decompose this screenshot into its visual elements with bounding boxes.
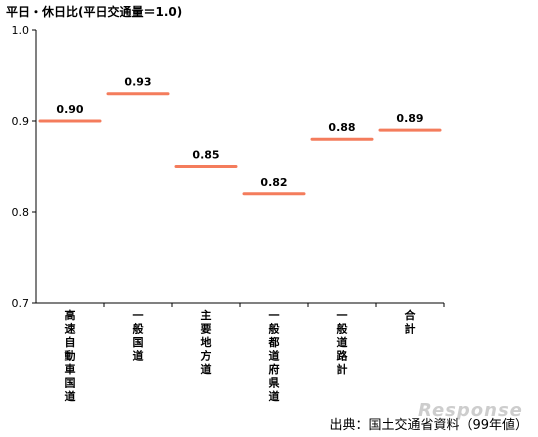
y-tick-label: 0.8 (12, 206, 30, 219)
x-category-label: 合計 (405, 308, 417, 336)
data-label: 0.85 (192, 149, 219, 162)
data-label: 0.93 (124, 76, 151, 89)
x-categories: 高速自動車国道 一般国道 主要地方道 一般都道府県道 一般道路計 合計 (65, 303, 445, 403)
data-label: 0.88 (328, 121, 355, 134)
data-label: 0.89 (396, 112, 423, 125)
x-category-label: 一般道路計 (337, 309, 349, 376)
y-tick-label: 0.7 (12, 297, 30, 310)
x-category-label: 主要地方道 (201, 308, 212, 376)
y-ticks: 0.7 0.8 0.9 1.0 (12, 24, 36, 310)
x-category-label: 高速自動車国道 (65, 308, 76, 403)
y-tick-label: 1.0 (12, 24, 30, 37)
chart-title: 平日・休日比(平日交通量＝1.0) (6, 4, 182, 19)
source-note: 出典：国土交通省資料（99年値） (329, 418, 528, 433)
x-category-label: 一般都道府県道 (268, 309, 280, 403)
y-tick-label: 0.9 (12, 115, 30, 128)
x-category-label: 一般国道 (133, 309, 144, 363)
data-label: 0.90 (56, 103, 83, 116)
data-label: 0.82 (260, 176, 287, 189)
watermark: Response (418, 400, 523, 421)
data-marks: 0.90 0.93 0.85 0.82 0.88 0.89 (38, 76, 442, 196)
